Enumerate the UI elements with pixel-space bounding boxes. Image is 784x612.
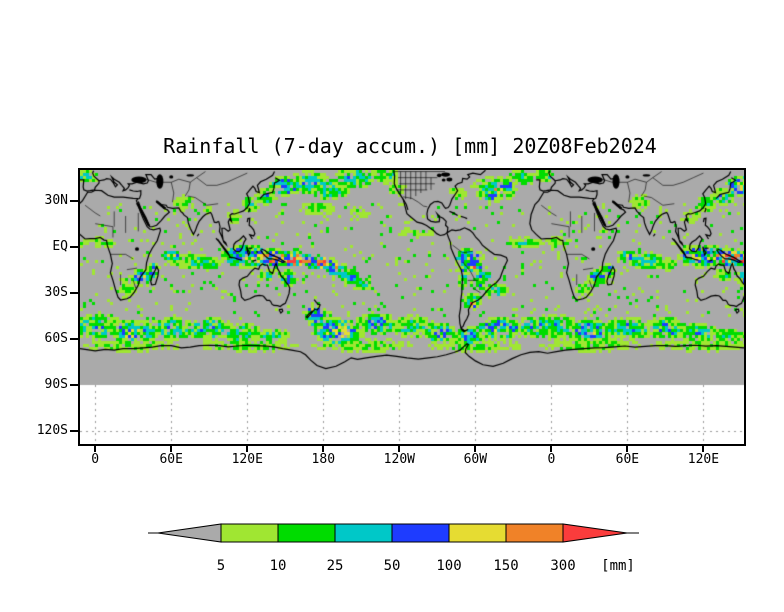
y-tick-30S [70,291,78,294]
x-tick-0 [94,446,97,452]
y-tick-label-60S: 60S [44,330,68,346]
x-tick-label-7: 60E [615,452,640,467]
y-tick-label-90S: 90S [44,376,68,392]
x-tick-label-8: 120E [687,452,720,467]
y-tick-label-30N: 30N [44,192,68,208]
y-tick-label-120S: 120S [36,422,68,438]
x-tick-8 [702,446,705,452]
colorbar-label-10: 10 [269,558,287,574]
x-tick-2 [246,446,249,452]
colorbar-label-5: 5 [216,558,226,574]
colorbar-segment-0 [220,523,279,543]
colorbar: 5 10 25 50 100 150 300 [mm] [140,516,660,574]
y-tick-90S [70,383,78,386]
x-tick-label-2: 120E [231,452,263,467]
map-frame [78,168,746,446]
colorbar-label-300: 300 [550,558,576,574]
x-tick-6 [550,446,553,452]
x-tick-label-4: 120W [383,452,415,467]
x-tick-label-1: 60E [159,452,183,467]
x-tick-4 [398,446,401,452]
colorbar-right-arrow [562,523,628,543]
colorbar-label-50: 50 [383,558,401,574]
colorbar-segment-1 [277,523,336,543]
colorbar-unit-label: [mm] [601,558,635,574]
colorbar-segment-3 [391,523,450,543]
x-tick-label-5: 60W [463,452,488,467]
colorbar-label-150: 150 [493,558,519,574]
y-tick-120S [70,429,78,432]
x-tick-label-3: 180 [311,452,336,467]
colorbar-svg [148,523,639,543]
y-tick-60S [70,337,78,340]
x-tick-7 [626,446,629,452]
colorbar-label-100: 100 [436,558,462,574]
colorbar-segment-4 [448,523,507,543]
colorbar-segment-2 [334,523,393,543]
y-tick-label-30S: 30S [44,284,68,300]
y-tick-label-EQ: EQ [52,238,68,254]
x-tick-5 [474,446,477,452]
plot-title: Rainfall (7-day accum.) [mm] 20Z08Feb202… [163,134,657,158]
colorbar-left-arrow [157,523,222,543]
map-canvas [80,170,744,444]
y-tick-30N [70,199,78,202]
colorbar-label-25: 25 [326,558,344,574]
colorbar-segment-5 [505,523,564,543]
x-tick-label-6: 0 [547,452,556,467]
y-tick-EQ [70,245,78,248]
x-tick-1 [170,446,173,452]
x-tick-3 [322,446,325,452]
x-tick-label-0: 0 [91,452,100,467]
